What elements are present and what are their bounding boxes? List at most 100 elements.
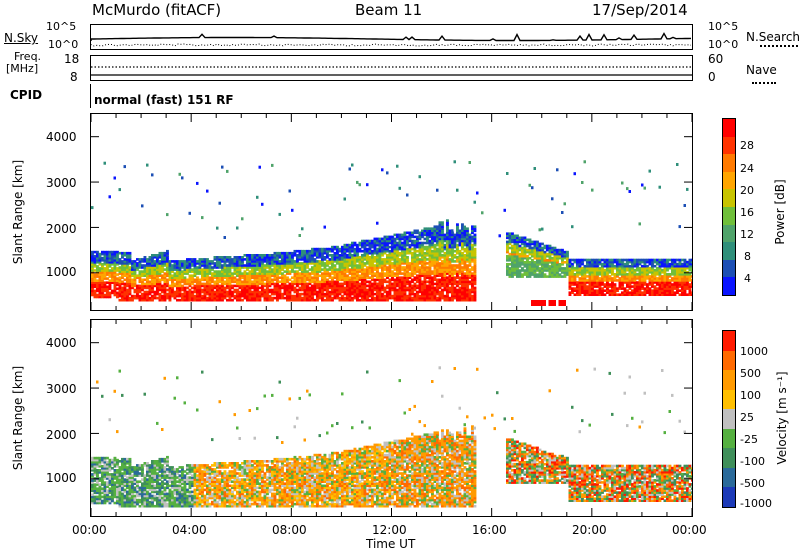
heat-cell xyxy=(341,266,344,269)
heat-cell xyxy=(321,258,324,261)
heat-cell xyxy=(266,288,269,292)
heat-cell xyxy=(461,266,464,269)
heat-cell xyxy=(251,264,254,267)
heat-cell xyxy=(433,268,437,271)
heat-cell xyxy=(643,289,647,292)
heat-cell xyxy=(436,251,439,255)
heat-cell xyxy=(236,264,239,267)
heat-cell xyxy=(128,268,132,271)
heat-cell xyxy=(661,281,664,284)
heat-cell xyxy=(583,264,587,268)
heat-cell xyxy=(436,266,439,269)
heat-cell xyxy=(441,294,444,298)
heat-cell xyxy=(393,272,397,275)
heat-cell xyxy=(378,272,382,275)
heat-cell xyxy=(551,273,554,276)
heat-cell xyxy=(176,264,179,267)
heat-cell xyxy=(453,268,457,271)
heat-cell xyxy=(306,286,309,290)
heat-cell xyxy=(623,264,627,268)
heat-cell xyxy=(406,264,409,267)
heat-cell xyxy=(576,273,579,276)
heat-cell xyxy=(118,284,122,288)
heat-cell xyxy=(341,272,344,275)
heat-cell xyxy=(456,270,459,273)
heat-cell xyxy=(556,248,559,252)
heat-cell xyxy=(286,264,289,267)
heat-cell xyxy=(456,233,459,237)
heat-cell xyxy=(468,276,472,279)
heat-cell xyxy=(448,243,452,247)
heat-cell xyxy=(626,262,629,266)
heat-cell xyxy=(216,288,219,292)
heat-cell xyxy=(588,277,592,280)
heat-cell xyxy=(143,292,147,296)
heat-cell xyxy=(213,284,217,288)
heat-cell xyxy=(353,272,357,275)
heat-cell xyxy=(98,275,102,278)
heat-cell xyxy=(188,260,192,263)
heat-cell xyxy=(641,268,644,272)
heat-cell xyxy=(376,262,379,265)
heat-cell xyxy=(238,292,242,296)
heat-cell xyxy=(448,282,452,286)
heat-cell xyxy=(413,296,417,300)
heat-cell xyxy=(643,275,647,278)
heat-cell xyxy=(373,274,377,277)
heat-cell xyxy=(163,280,167,284)
heat-cell xyxy=(321,260,324,263)
heat-cell xyxy=(573,268,577,272)
heat-cell xyxy=(318,286,322,290)
heat-cell xyxy=(623,293,627,296)
heat-cell xyxy=(338,264,342,267)
heat-cell xyxy=(643,273,647,276)
heat-cell xyxy=(421,266,424,269)
heat-cell xyxy=(643,258,647,262)
heat-cell xyxy=(151,296,154,300)
heat-cell xyxy=(233,278,237,282)
heat-cell xyxy=(138,290,142,294)
heat-cell xyxy=(326,256,329,259)
heat-cell xyxy=(393,245,397,249)
heat-cell xyxy=(373,284,377,288)
heat-cell xyxy=(328,260,332,263)
heat-cell xyxy=(328,284,332,288)
heat-cell xyxy=(648,287,652,290)
heat-cell xyxy=(636,268,639,272)
heat-cell xyxy=(471,276,474,279)
heat-cell xyxy=(311,292,314,296)
heat-cell xyxy=(643,264,647,268)
heat-cell xyxy=(436,262,439,265)
heat-cell xyxy=(581,283,584,286)
heat-cell xyxy=(298,286,302,290)
heat-cell xyxy=(548,261,552,264)
heat-cell xyxy=(258,254,262,257)
heat-cell xyxy=(373,298,377,302)
heat-cell xyxy=(543,256,547,260)
heat-cell xyxy=(158,274,162,277)
heat-cell xyxy=(381,286,384,290)
heat-cell xyxy=(346,249,349,253)
heat-cell xyxy=(293,276,297,279)
heat-cell xyxy=(621,258,624,262)
heat-cell xyxy=(91,267,94,270)
heat-cell xyxy=(396,282,399,286)
heat-cell xyxy=(181,292,184,296)
heat-cell xyxy=(401,280,404,284)
heat-cell xyxy=(611,279,614,282)
heat-cell xyxy=(551,248,554,252)
heat-cell xyxy=(326,296,329,300)
heat-cell xyxy=(346,296,349,300)
heat-cell xyxy=(188,284,192,288)
heat-cell xyxy=(451,245,454,249)
heat-cell xyxy=(593,293,597,296)
heat-cell xyxy=(106,252,109,256)
heat-cell xyxy=(541,267,544,270)
heat-cell xyxy=(618,260,622,264)
heat-cell xyxy=(656,281,659,284)
heat-cell xyxy=(691,260,692,264)
heat-cell xyxy=(346,260,349,263)
heat-cell xyxy=(358,270,362,273)
heat-cell xyxy=(158,292,162,296)
heat-cell xyxy=(528,261,532,264)
